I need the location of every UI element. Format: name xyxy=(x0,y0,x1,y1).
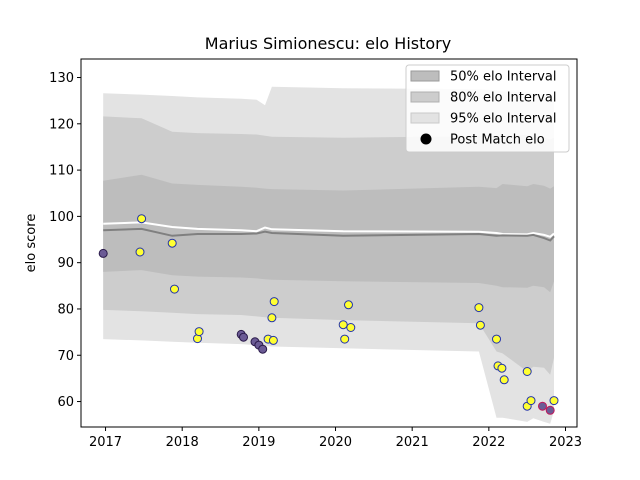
post-match-point xyxy=(538,401,547,411)
y-tick-label: 120 xyxy=(49,117,74,132)
post-match-point xyxy=(522,367,532,376)
y-tick-label: 110 xyxy=(49,164,74,179)
post-match-point xyxy=(346,323,356,332)
legend-swatch-band50 xyxy=(410,70,440,82)
post-match-point xyxy=(338,320,348,330)
band-band50 xyxy=(103,174,554,293)
post-match-point xyxy=(545,405,555,415)
y-axis-ticks: 60 70 80 90 100 110 120 130 xyxy=(49,71,81,410)
line-median_line xyxy=(103,227,555,242)
post-match-point xyxy=(268,335,278,345)
post-match-point xyxy=(474,303,484,313)
legend-label: 80% elo Interval xyxy=(450,91,557,106)
elo-lines xyxy=(103,221,555,242)
x-tick-label: 2023 xyxy=(549,435,582,450)
y-tick-label: 100 xyxy=(49,210,74,225)
legend-label: 50% elo Interval xyxy=(450,70,557,85)
post-match-point xyxy=(269,297,279,307)
post-match-point xyxy=(344,300,353,310)
x-tick-label: 2019 xyxy=(242,435,275,450)
post-match-point xyxy=(267,313,277,323)
legend: 50% elo Interval 80% elo Interval 95% elo … xyxy=(405,64,570,153)
post-match-point xyxy=(98,248,108,258)
y-tick-label: 90 xyxy=(57,256,74,271)
post-match-point xyxy=(526,396,536,406)
post-match-point xyxy=(239,332,248,342)
x-axis-ticks: 2017 2018 2019 2020 2021 2022 2023 xyxy=(89,427,582,450)
y-axis-label: elo score xyxy=(24,214,39,273)
legend-swatch-band95 xyxy=(410,112,440,124)
legend-swatch-band80 xyxy=(410,91,440,103)
post-match-point xyxy=(137,214,147,224)
post-match-point xyxy=(499,375,509,385)
post-match-point xyxy=(170,284,179,294)
y-tick-label: 80 xyxy=(57,302,74,317)
y-tick-label: 70 xyxy=(57,349,74,364)
x-tick-label: 2022 xyxy=(472,435,505,450)
post-match-point xyxy=(497,363,507,373)
post-match-point xyxy=(340,334,350,344)
post-match-point xyxy=(167,238,177,248)
interval-bands xyxy=(103,86,554,424)
line-mean_line xyxy=(103,221,555,238)
y-tick-label: 60 xyxy=(57,395,74,410)
post-match-points xyxy=(98,214,559,415)
legend-label: Post Match elo xyxy=(450,133,545,148)
legend-marker-post-match xyxy=(420,133,432,145)
x-tick-label: 2018 xyxy=(166,435,199,450)
legend-label: 95% elo Interval xyxy=(450,112,557,127)
post-match-point xyxy=(194,327,204,337)
post-match-point xyxy=(258,344,268,354)
x-tick-label: 2020 xyxy=(319,435,352,450)
post-match-point xyxy=(135,247,145,257)
post-match-point xyxy=(475,320,485,330)
x-tick-label: 2017 xyxy=(89,435,122,450)
y-tick-label: 130 xyxy=(49,71,74,86)
post-match-point xyxy=(492,334,501,344)
chart-title: Marius Simionescu: elo History xyxy=(205,34,451,53)
post-match-point xyxy=(549,396,559,406)
legend-box xyxy=(405,64,570,153)
x-tick-label: 2021 xyxy=(396,435,429,450)
axes-frame xyxy=(80,58,578,428)
